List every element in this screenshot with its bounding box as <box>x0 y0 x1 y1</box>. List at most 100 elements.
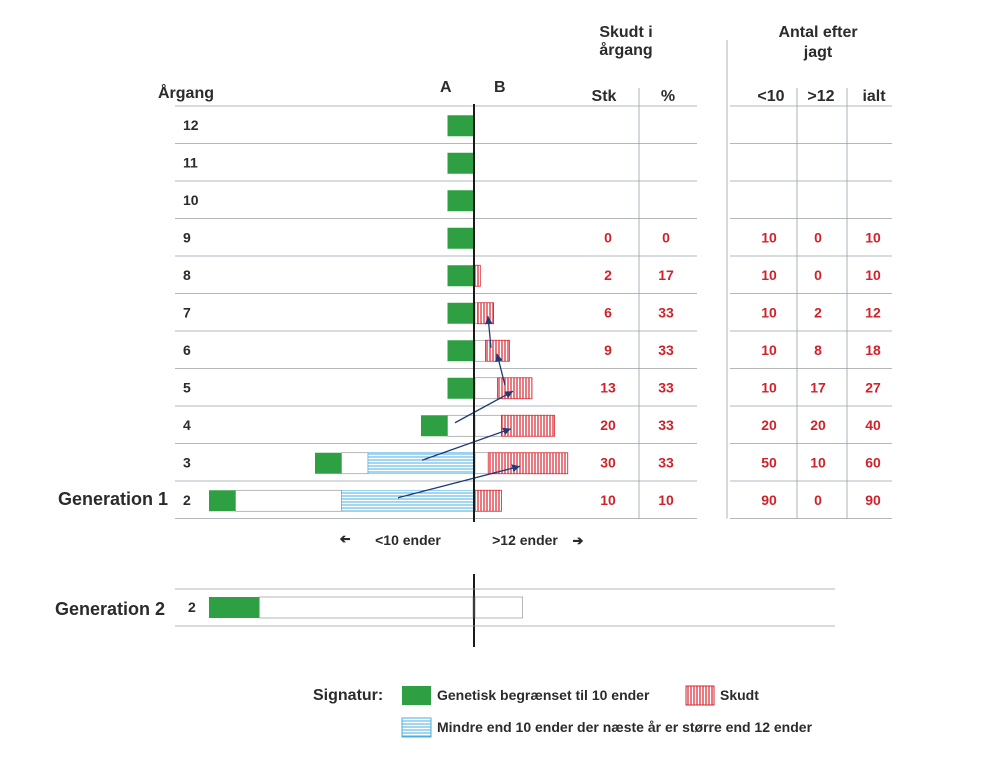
bar-other-year-3 <box>341 452 369 475</box>
bar-shot-year-3 <box>487 452 569 475</box>
shot-pct-5: 33 <box>658 379 674 395</box>
after-lt10-6: 10 <box>761 342 777 358</box>
gen2-bar-genetic <box>209 597 260 618</box>
after-lt10-header: <10 <box>757 88 784 105</box>
after-gt12-header: >12 <box>807 88 834 105</box>
after-total-5: 27 <box>865 379 881 395</box>
bar-shot-year-2 <box>474 489 502 512</box>
gen2-bar-right <box>474 596 524 619</box>
bar-genetic-year-10 <box>447 190 474 212</box>
bar-remaining-year-3 <box>474 452 489 475</box>
after-header-line2: jagt <box>803 44 833 61</box>
bar-genetic-year-9 <box>447 227 474 249</box>
legend-title: Signatur: <box>313 687 383 704</box>
table-grid <box>175 40 892 519</box>
after-lt10-9: 10 <box>761 229 777 245</box>
legend-shot-swatch <box>685 685 715 706</box>
column-b-header: B <box>494 79 506 96</box>
after-lt10-2: 90 <box>761 492 777 508</box>
shot-header-line1: Skudt i <box>599 24 652 41</box>
bar-transition-year-3 <box>367 452 475 475</box>
shot-pct-9: 0 <box>662 229 670 245</box>
shot-count-6: 9 <box>604 342 612 358</box>
transition-arrow <box>484 316 493 348</box>
year-label-4: 4 <box>183 417 191 433</box>
shot-pct-8: 17 <box>658 267 674 283</box>
shot-pct-header: % <box>661 88 675 105</box>
bar-shot-year-8 <box>474 264 481 287</box>
shot-count-2: 10 <box>600 492 616 508</box>
shot-count-5: 13 <box>600 379 616 395</box>
generation2-label: Generation 2 <box>55 599 165 619</box>
legend-shot-label: Skudt <box>720 687 759 703</box>
after-lt10-4: 20 <box>761 417 777 433</box>
after-gt12-6: 8 <box>814 342 822 358</box>
bar-transition-year-2 <box>341 489 475 512</box>
shot-count-3: 30 <box>600 454 616 470</box>
bar-genetic-year-2 <box>209 490 236 512</box>
after-total-4: 40 <box>865 417 881 433</box>
transition-arrow <box>421 427 512 461</box>
right-axis-label: >12 ender <box>492 532 558 548</box>
shot-header-line2: årgang <box>599 41 652 59</box>
transition-arrow <box>397 464 521 499</box>
after-gt12-8: 0 <box>814 267 822 283</box>
bar-genetic-year-3 <box>315 452 342 474</box>
legend-transition-label: Mindre end 10 ender der næste år er stør… <box>437 719 813 735</box>
bar-genetic-year-7 <box>447 302 474 324</box>
year-label-3: 3 <box>183 454 191 470</box>
after-lt10-5: 10 <box>761 379 777 395</box>
legend-genetic-swatch <box>402 686 431 705</box>
year-label-2: 2 <box>183 492 191 508</box>
bar-remaining-year-5 <box>474 377 498 400</box>
generation1-label: Generation 1 <box>58 489 168 509</box>
bar-genetic-year-11 <box>447 152 474 174</box>
year-label-5: 5 <box>183 379 191 395</box>
year-label-10: 10 <box>183 192 199 208</box>
after-gt12-7: 2 <box>814 304 822 320</box>
bars-group <box>209 115 569 512</box>
after-total-7: 12 <box>865 304 881 320</box>
shot-pct-2: 10 <box>658 492 674 508</box>
legend-transition-swatch <box>401 717 432 738</box>
after-lt10-7: 10 <box>761 304 777 320</box>
bar-remaining-year-6 <box>474 339 486 362</box>
after-total-8: 10 <box>865 267 881 283</box>
bar-genetic-year-12 <box>447 115 474 137</box>
after-total-6: 18 <box>865 342 881 358</box>
right-arrow-icon: ➔ <box>573 533 584 548</box>
column-a-header: A <box>440 79 452 96</box>
after-total-2: 90 <box>865 492 881 508</box>
shot-pct-4: 33 <box>658 417 674 433</box>
shot-stk-header: Stk <box>592 88 617 105</box>
after-gt12-4: 20 <box>810 417 826 433</box>
year-label-7: 7 <box>183 304 191 320</box>
left-axis-label: <10 ender <box>375 532 441 548</box>
transition-arrows <box>397 316 521 499</box>
bar-shot-year-4 <box>501 414 555 437</box>
after-gt12-9: 0 <box>814 229 822 245</box>
after-total-3: 60 <box>865 454 881 470</box>
shot-pct-6: 33 <box>658 342 674 358</box>
bar-genetic-year-4 <box>421 415 448 437</box>
after-lt10-3: 50 <box>761 454 777 470</box>
bar-genetic-year-5 <box>447 377 474 399</box>
after-gt12-2: 0 <box>814 492 822 508</box>
bar-other-year-4 <box>447 414 475 437</box>
bar-shot-year-7 <box>477 302 494 325</box>
shot-count-8: 2 <box>604 267 612 283</box>
shot-count-4: 20 <box>600 417 616 433</box>
year-label-11: 11 <box>183 154 198 170</box>
bar-shot-year-5 <box>497 377 533 400</box>
shot-count-9: 0 <box>604 229 612 245</box>
transition-arrow <box>495 353 506 386</box>
transition-arrow <box>454 390 514 424</box>
legend-genetic-label: Genetisk begrænset til 10 ender <box>437 687 650 703</box>
year-label-6: 6 <box>183 342 191 358</box>
generation2-year: 2 <box>188 599 196 615</box>
year-label-12: 12 <box>183 117 199 133</box>
bar-genetic-year-8 <box>447 265 474 287</box>
bar-genetic-year-6 <box>447 340 474 362</box>
